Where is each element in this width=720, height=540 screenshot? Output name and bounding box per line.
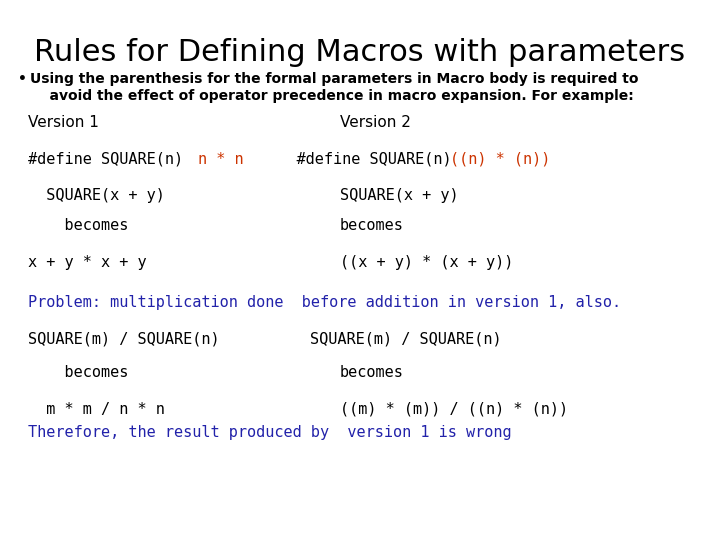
Text: Using the parenthesis for the formal parameters in Macro body is required to
   : Using the parenthesis for the formal par… <box>30 72 639 103</box>
Text: Version 1: Version 1 <box>28 115 99 130</box>
Text: becomes: becomes <box>340 365 404 380</box>
Text: Version 2: Version 2 <box>340 115 411 130</box>
Text: #define SQUARE(n): #define SQUARE(n) <box>260 152 461 167</box>
Text: ((m) * (m)) / ((n) * (n)): ((m) * (m)) / ((n) * (n)) <box>340 402 568 417</box>
Text: SQUARE(x + y): SQUARE(x + y) <box>28 188 165 203</box>
Text: ((x + y) * (x + y)): ((x + y) * (x + y)) <box>340 255 513 270</box>
Text: SQUARE(m) / SQUARE(n): SQUARE(m) / SQUARE(n) <box>28 332 220 347</box>
Text: becomes: becomes <box>28 218 128 233</box>
Text: SQUARE(m) / SQUARE(n): SQUARE(m) / SQUARE(n) <box>310 332 502 347</box>
Text: becomes: becomes <box>28 365 128 380</box>
Text: becomes: becomes <box>340 218 404 233</box>
Text: SQUARE(x + y): SQUARE(x + y) <box>340 188 459 203</box>
Text: ((n) * (n)): ((n) * (n)) <box>450 152 550 167</box>
Text: Rules for Defining Macros with parameters: Rules for Defining Macros with parameter… <box>35 38 685 67</box>
Text: Therefore, the result produced by  version 1 is wrong: Therefore, the result produced by versio… <box>28 425 512 440</box>
Text: x + y * x + y: x + y * x + y <box>28 255 147 270</box>
Text: n * n: n * n <box>198 152 243 167</box>
Text: #define SQUARE(n): #define SQUARE(n) <box>28 152 192 167</box>
Text: •: • <box>18 72 27 86</box>
Text: Problem: multiplication done  before addition in version 1, also.: Problem: multiplication done before addi… <box>28 295 621 310</box>
Text: m * m / n * n: m * m / n * n <box>28 402 165 417</box>
